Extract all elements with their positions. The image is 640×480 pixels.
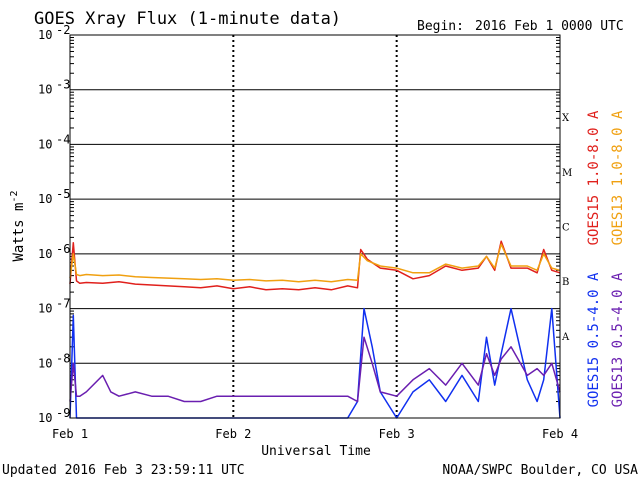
begin-value: 2016 Feb 1 0000 UTC [475, 19, 624, 34]
series-line-1 [69, 243, 561, 283]
y-axis-label: Watts m [11, 203, 27, 262]
y-tick-exponent: -5 [56, 187, 70, 201]
begin-label: Begin: [417, 19, 464, 34]
y-tick-labels: 10 -2 10 -3 10 -4 10 -5 10 -6 10 -7 10 -8 10 -9 [38, 23, 70, 425]
flare-class-labels: X M C B A [561, 113, 572, 343]
legend-label: GOES15 0.5-4.0 A [586, 272, 602, 407]
x-tick-labels: Feb 1 Feb 2 Feb 3 Feb 4 [52, 427, 578, 441]
legend-entry: GOES13 0.5-4.0 A [610, 272, 626, 407]
series-line-0 [69, 240, 561, 291]
y-tick-label: 10 [38, 411, 52, 425]
y-tick-exponent: -4 [56, 132, 70, 146]
x-axis-label: Universal Time [261, 444, 371, 459]
grid-layer [70, 34, 560, 419]
legend-label: GOES13 0.5-4.0 A [610, 272, 626, 407]
y-tick-exponent: -9 [56, 406, 70, 420]
legend-entry: GOES15 0.5-4.0 A [586, 272, 602, 407]
y-axis-label-group: Watts m-2 [9, 190, 27, 261]
y-tick-exponent: -7 [56, 297, 70, 311]
y-tick-label: 10 [38, 83, 52, 97]
x-tick-label: Feb 3 [379, 427, 415, 441]
chart-title: GOES Xray Flux (1-minute data) [34, 9, 341, 29]
updated-timestamp: Updated 2016 Feb 3 23:59:11 UTC [2, 463, 245, 478]
y-tick-exponent: -3 [56, 78, 70, 92]
y-tick-label: 10 [38, 192, 52, 206]
series-layer [69, 240, 561, 419]
y-tick-exponent: -6 [56, 242, 70, 256]
y-axis-label-exponent: -2 [9, 190, 20, 202]
legend-entry: GOES13 1.0-8.0 A [610, 110, 626, 245]
y-tick-exponent: -8 [56, 351, 70, 365]
series-line-3 [69, 336, 561, 403]
y-tick-label: 10 [38, 137, 52, 151]
y-tick-label: 10 [38, 247, 52, 261]
y-tick-label: 10 [38, 356, 52, 370]
x-tick-label: Feb 1 [52, 427, 88, 441]
legend: GOES15 1.0-8.0 A GOES13 1.0-8.0 A GOES15 0… [586, 110, 626, 407]
y-tick-label: 10 [38, 302, 52, 316]
legend-entry: GOES15 1.0-8.0 A [586, 110, 602, 245]
legend-label: GOES15 1.0-8.0 A [586, 110, 602, 245]
x-tick-label: Feb 2 [215, 427, 251, 441]
legend-label: GOES13 1.0-8.0 A [610, 110, 626, 245]
flare-class-label: X [562, 113, 570, 124]
flare-class-label: M [562, 168, 572, 179]
y-tick-exponent: -2 [56, 23, 70, 37]
svg-text:Watts m-2: Watts m-2 [9, 190, 27, 261]
x-tick-label: Feb 4 [542, 427, 578, 441]
plot-frame [69, 34, 561, 419]
flare-class-label: C [562, 223, 570, 234]
credit-text: NOAA/SWPC Boulder, CO USA [442, 463, 638, 478]
flare-class-label: A [561, 332, 570, 343]
y-tick-label: 10 [38, 28, 52, 42]
flare-class-label: B [562, 277, 569, 288]
